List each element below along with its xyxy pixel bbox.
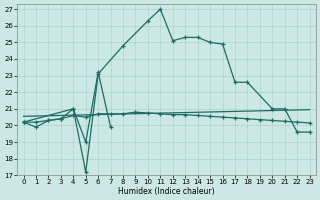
X-axis label: Humidex (Indice chaleur): Humidex (Indice chaleur) (118, 187, 215, 196)
